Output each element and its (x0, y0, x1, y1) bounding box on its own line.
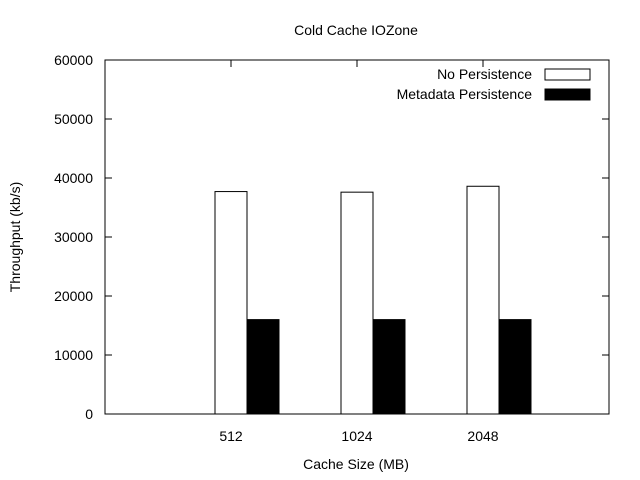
y-tick-label: 40000 (54, 170, 93, 186)
bars (214, 185, 532, 415)
legend: No Persistence Metadata Persistence (397, 66, 591, 102)
legend-label: Metadata Persistence (397, 86, 533, 102)
y-axis-label: Throughput (kb/s) (7, 182, 23, 293)
y-tick-label: 20000 (54, 288, 93, 304)
x-axis-label: Cache Size (MB) (303, 456, 409, 472)
x-tick-label: 1024 (341, 428, 372, 444)
bar-metadata-persistence (246, 319, 280, 415)
y-tick-label: 10000 (54, 347, 93, 363)
legend-swatch (544, 68, 591, 81)
y-tick-label: 60000 (54, 52, 93, 68)
y-tick-label: 30000 (54, 229, 93, 245)
plot-frame (104, 59, 610, 415)
bar-metadata-persistence (498, 319, 532, 415)
axis-ticks: 0 10000 20000 30000 40000 50000 60000 512 1024 20… (54, 52, 609, 444)
chart-title: Cold Cache IOZone (294, 22, 418, 38)
bar-no-persistence (466, 185, 500, 415)
x-tick-label: 2048 (467, 428, 498, 444)
bar-no-persistence (340, 191, 374, 415)
legend-swatch (544, 88, 591, 101)
bar-metadata-persistence (372, 319, 406, 415)
x-tick-label: 512 (219, 428, 243, 444)
bar-no-persistence (214, 191, 248, 415)
y-tick-label: 50000 (54, 111, 93, 127)
y-tick-label: 0 (85, 406, 93, 422)
legend-label: No Persistence (437, 66, 532, 82)
